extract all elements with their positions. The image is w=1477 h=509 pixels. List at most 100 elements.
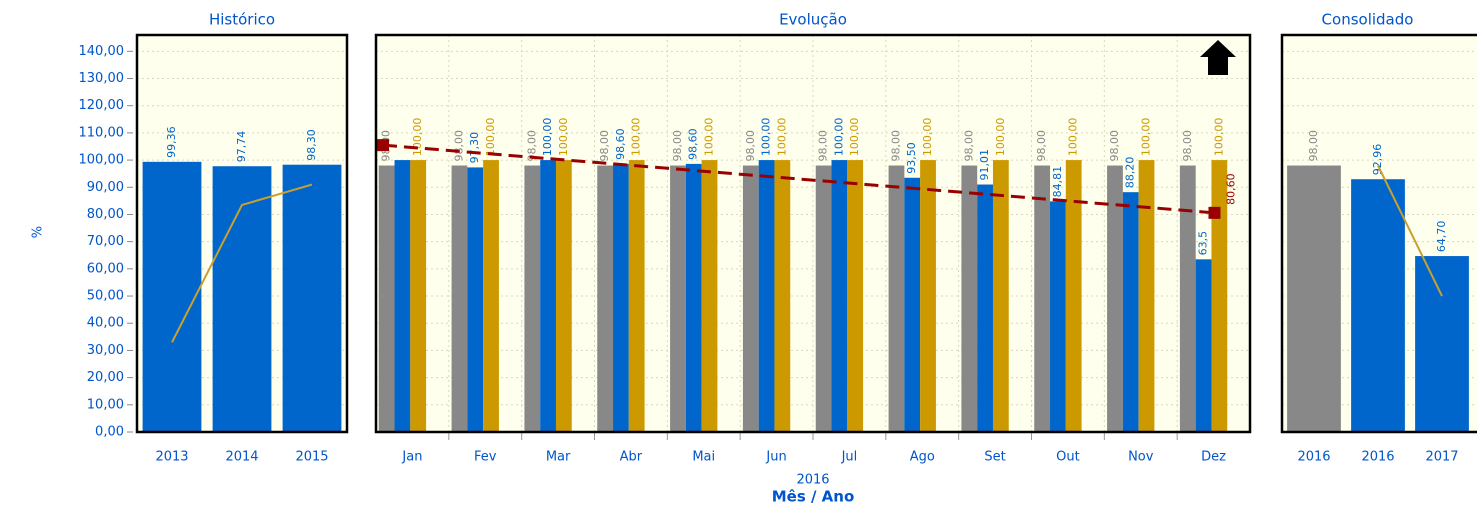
x-tick-label: Nov [1128, 450, 1154, 465]
value-label: 100,00 [703, 118, 716, 157]
bar [742, 165, 759, 432]
value-label: 100,00 [848, 118, 861, 157]
bar [888, 165, 905, 432]
bar [483, 160, 499, 432]
bar [1415, 256, 1469, 432]
y-tick-label: 140,00 [79, 44, 125, 59]
bar [540, 160, 556, 432]
bar [378, 165, 395, 432]
value-label: 100,00 [775, 118, 788, 157]
value-label: 100,00 [760, 118, 773, 157]
bar [701, 160, 718, 432]
bar [212, 166, 272, 432]
plot-border [1280, 33, 1477, 434]
plot-border [135, 33, 349, 434]
bar [1050, 201, 1066, 432]
x-tick-label: Out [1056, 450, 1080, 465]
panel-title: Histórico [209, 11, 275, 29]
value-label: 100,00 [994, 118, 1007, 157]
bar [524, 165, 541, 432]
y-tick-label: 130,00 [79, 71, 125, 86]
y-tick-label: 40,00 [87, 316, 124, 331]
bar [467, 167, 484, 433]
bar [1211, 160, 1228, 432]
bar [685, 163, 702, 432]
bar [758, 160, 775, 432]
value-label: 100,00 [484, 118, 497, 156]
bar [1122, 192, 1139, 432]
bar [904, 177, 921, 432]
value-label: 98,00 [817, 130, 830, 162]
bar [1179, 165, 1196, 432]
x-tick-label: 2016 [1361, 450, 1394, 465]
value-label: 98,00 [1035, 130, 1048, 162]
bar [961, 165, 978, 432]
value-label: 98,00 [1307, 130, 1320, 162]
trend-marker [377, 139, 389, 152]
bar [920, 160, 936, 432]
line-series [171, 183, 313, 343]
panel-title: Consolidado [1322, 11, 1414, 29]
value-label: 97,30 [468, 132, 481, 164]
value-label: 64,70 [1435, 221, 1448, 253]
bar [597, 165, 614, 432]
x-axis-sublabel: 2016 [796, 473, 829, 488]
value-label: 98,00 [598, 130, 611, 162]
value-label: 100,00 [557, 118, 570, 157]
trend-line [382, 143, 1215, 215]
value-label: 100,00 [411, 118, 424, 157]
bar [282, 164, 342, 433]
y-tick-label: 70,00 [87, 234, 124, 249]
bar [628, 160, 645, 432]
panel-title: Evolução [779, 11, 847, 29]
bar [1034, 165, 1051, 432]
y-axis-label: % [31, 226, 46, 238]
value-label: 100,00 [921, 118, 934, 157]
value-label: 97,74 [235, 131, 248, 163]
y-tick-label: 20,00 [87, 370, 124, 385]
x-tick-label: Abr [620, 450, 643, 465]
value-label: 92,96 [1371, 144, 1384, 176]
value-label: 98,60 [614, 128, 627, 160]
value-label: 98,00 [525, 130, 538, 162]
y-tick-label: 100,00 [79, 153, 125, 168]
y-tick-label: 120,00 [79, 98, 125, 113]
bar [142, 161, 202, 433]
y-tick-label: 80,00 [87, 207, 124, 222]
line-series [1377, 165, 1443, 297]
y-tick-label: 50,00 [87, 289, 124, 304]
x-tick-label: Ago [910, 450, 935, 465]
bar [992, 160, 1009, 432]
value-label: 84,81 [1051, 166, 1064, 198]
value-label: 100,00 [630, 118, 643, 157]
trend-marker [1208, 206, 1221, 219]
x-tick-label: 2016 [1297, 450, 1330, 465]
bar [670, 165, 686, 432]
value-label: 98,00 [671, 130, 684, 162]
x-axis-title: Mês / Ano [772, 488, 855, 506]
value-label: 100,00 [541, 118, 554, 157]
y-tick-label: 0,00 [95, 425, 124, 440]
bar [613, 163, 629, 432]
x-tick-label: Dez [1201, 450, 1226, 465]
x-tick-label: Jul [841, 450, 858, 465]
bar [774, 160, 791, 432]
value-label: 98,00 [962, 130, 975, 162]
value-label: 98,30 [305, 129, 318, 161]
bar [1195, 259, 1212, 432]
y-tick-label: 30,00 [87, 343, 124, 358]
bar [394, 160, 411, 432]
plot-border [374, 33, 1252, 434]
bar [451, 165, 468, 432]
y-tick-label: 10,00 [87, 397, 124, 412]
x-tick-label: Fev [474, 450, 497, 465]
x-tick-label: 2017 [1425, 450, 1458, 465]
bar [977, 184, 993, 432]
value-label: 100,00 [1067, 118, 1080, 157]
bar [1138, 160, 1155, 432]
value-label: 88,20 [1124, 157, 1137, 189]
y-tick-label: 110,00 [79, 125, 125, 140]
bar [1107, 165, 1123, 432]
value-label: 93,50 [905, 142, 918, 174]
x-tick-label: Jun [765, 450, 786, 465]
